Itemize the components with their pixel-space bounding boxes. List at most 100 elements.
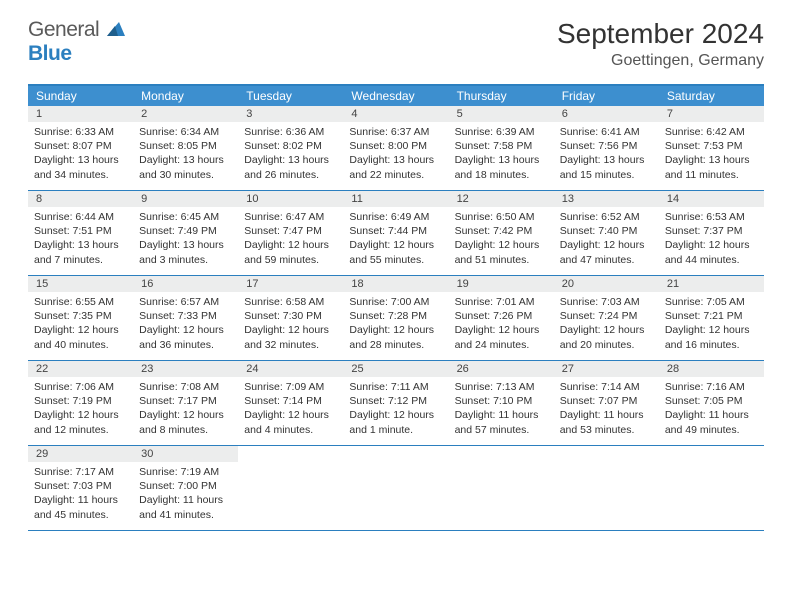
day-number: 8 [28, 191, 133, 207]
day-details: Sunrise: 6:42 AMSunset: 7:53 PMDaylight:… [659, 122, 764, 185]
day-details: Sunrise: 6:49 AMSunset: 7:44 PMDaylight:… [343, 207, 448, 270]
daylight-line: Daylight: 12 hours and 44 minutes. [665, 238, 758, 266]
sunset-line: Sunset: 8:00 PM [349, 139, 442, 153]
sunset-line: Sunset: 7:42 PM [455, 224, 548, 238]
sunrise-line: Sunrise: 7:00 AM [349, 295, 442, 309]
day-number: 3 [238, 106, 343, 122]
sunset-line: Sunset: 8:05 PM [139, 139, 232, 153]
day-number: 1 [28, 106, 133, 122]
calendar-cell: 9Sunrise: 6:45 AMSunset: 7:49 PMDaylight… [133, 191, 238, 275]
day-details: Sunrise: 6:55 AMSunset: 7:35 PMDaylight:… [28, 292, 133, 355]
title-block: September 2024 Goettingen, Germany [557, 18, 764, 70]
sunrise-line: Sunrise: 6:53 AM [665, 210, 758, 224]
calendar-cell: 25Sunrise: 7:11 AMSunset: 7:12 PMDayligh… [343, 361, 448, 445]
sunset-line: Sunset: 7:53 PM [665, 139, 758, 153]
day-details: Sunrise: 7:05 AMSunset: 7:21 PMDaylight:… [659, 292, 764, 355]
daylight-line: Daylight: 12 hours and 59 minutes. [244, 238, 337, 266]
day-details: Sunrise: 7:16 AMSunset: 7:05 PMDaylight:… [659, 377, 764, 440]
calendar-cell: 16Sunrise: 6:57 AMSunset: 7:33 PMDayligh… [133, 276, 238, 360]
day-number: 24 [238, 361, 343, 377]
calendar-cell: 10Sunrise: 6:47 AMSunset: 7:47 PMDayligh… [238, 191, 343, 275]
calendar-cell [449, 446, 554, 530]
sunrise-line: Sunrise: 7:09 AM [244, 380, 337, 394]
calendar-cell: 5Sunrise: 6:39 AMSunset: 7:58 PMDaylight… [449, 106, 554, 190]
calendar-cell [343, 446, 448, 530]
sunset-line: Sunset: 7:37 PM [665, 224, 758, 238]
sunrise-line: Sunrise: 6:41 AM [560, 125, 653, 139]
calendar-week: 8Sunrise: 6:44 AMSunset: 7:51 PMDaylight… [28, 191, 764, 276]
sunrise-line: Sunrise: 6:47 AM [244, 210, 337, 224]
sunset-line: Sunset: 7:58 PM [455, 139, 548, 153]
sunrise-line: Sunrise: 7:11 AM [349, 380, 442, 394]
calendar-cell: 4Sunrise: 6:37 AMSunset: 8:00 PMDaylight… [343, 106, 448, 190]
sunset-line: Sunset: 7:56 PM [560, 139, 653, 153]
daylight-line: Daylight: 13 hours and 18 minutes. [455, 153, 548, 181]
day-details: Sunrise: 6:45 AMSunset: 7:49 PMDaylight:… [133, 207, 238, 270]
calendar-cell: 1Sunrise: 6:33 AMSunset: 8:07 PMDaylight… [28, 106, 133, 190]
sunrise-line: Sunrise: 6:45 AM [139, 210, 232, 224]
daylight-line: Daylight: 13 hours and 3 minutes. [139, 238, 232, 266]
day-details: Sunrise: 6:36 AMSunset: 8:02 PMDaylight:… [238, 122, 343, 185]
daylight-line: Daylight: 11 hours and 41 minutes. [139, 493, 232, 521]
sunrise-line: Sunrise: 7:08 AM [139, 380, 232, 394]
calendar-cell: 6Sunrise: 6:41 AMSunset: 7:56 PMDaylight… [554, 106, 659, 190]
calendar-cell: 29Sunrise: 7:17 AMSunset: 7:03 PMDayligh… [28, 446, 133, 530]
sunrise-line: Sunrise: 6:44 AM [34, 210, 127, 224]
calendar: SundayMondayTuesdayWednesdayThursdayFrid… [28, 84, 764, 531]
day-details: Sunrise: 6:37 AMSunset: 8:00 PMDaylight:… [343, 122, 448, 185]
sunrise-line: Sunrise: 7:19 AM [139, 465, 232, 479]
sunrise-line: Sunrise: 7:17 AM [34, 465, 127, 479]
day-header: Sunday [28, 86, 133, 106]
sunrise-line: Sunrise: 7:01 AM [455, 295, 548, 309]
day-details: Sunrise: 6:57 AMSunset: 7:33 PMDaylight:… [133, 292, 238, 355]
day-header: Saturday [659, 86, 764, 106]
day-number: 9 [133, 191, 238, 207]
day-details: Sunrise: 7:11 AMSunset: 7:12 PMDaylight:… [343, 377, 448, 440]
day-number: 19 [449, 276, 554, 292]
daylight-line: Daylight: 12 hours and 51 minutes. [455, 238, 548, 266]
sunrise-line: Sunrise: 6:34 AM [139, 125, 232, 139]
sunrise-line: Sunrise: 6:58 AM [244, 295, 337, 309]
day-details: Sunrise: 7:03 AMSunset: 7:24 PMDaylight:… [554, 292, 659, 355]
sunset-line: Sunset: 7:33 PM [139, 309, 232, 323]
daylight-line: Daylight: 12 hours and 32 minutes. [244, 323, 337, 351]
day-number: 28 [659, 361, 764, 377]
sunrise-line: Sunrise: 6:50 AM [455, 210, 548, 224]
daylight-line: Daylight: 13 hours and 26 minutes. [244, 153, 337, 181]
day-details: Sunrise: 7:19 AMSunset: 7:00 PMDaylight:… [133, 462, 238, 525]
sunset-line: Sunset: 7:51 PM [34, 224, 127, 238]
calendar-cell: 11Sunrise: 6:49 AMSunset: 7:44 PMDayligh… [343, 191, 448, 275]
calendar-week: 29Sunrise: 7:17 AMSunset: 7:03 PMDayligh… [28, 446, 764, 531]
calendar-cell: 30Sunrise: 7:19 AMSunset: 7:00 PMDayligh… [133, 446, 238, 530]
sunrise-line: Sunrise: 6:36 AM [244, 125, 337, 139]
logo: General Blue [28, 18, 125, 66]
day-header: Thursday [449, 86, 554, 106]
calendar-cell: 23Sunrise: 7:08 AMSunset: 7:17 PMDayligh… [133, 361, 238, 445]
calendar-cell: 24Sunrise: 7:09 AMSunset: 7:14 PMDayligh… [238, 361, 343, 445]
page-header: General Blue September 2024 Goettingen, … [28, 18, 764, 70]
sunset-line: Sunset: 7:07 PM [560, 394, 653, 408]
daylight-line: Daylight: 12 hours and 1 minute. [349, 408, 442, 436]
calendar-cell [238, 446, 343, 530]
sunrise-line: Sunrise: 7:05 AM [665, 295, 758, 309]
day-number: 29 [28, 446, 133, 462]
day-number: 13 [554, 191, 659, 207]
sunset-line: Sunset: 7:28 PM [349, 309, 442, 323]
daylight-line: Daylight: 13 hours and 7 minutes. [34, 238, 127, 266]
daylight-line: Daylight: 12 hours and 20 minutes. [560, 323, 653, 351]
day-details: Sunrise: 7:13 AMSunset: 7:10 PMDaylight:… [449, 377, 554, 440]
daylight-line: Daylight: 12 hours and 28 minutes. [349, 323, 442, 351]
calendar-week: 1Sunrise: 6:33 AMSunset: 8:07 PMDaylight… [28, 106, 764, 191]
sunset-line: Sunset: 7:44 PM [349, 224, 442, 238]
day-header: Friday [554, 86, 659, 106]
day-details: Sunrise: 7:09 AMSunset: 7:14 PMDaylight:… [238, 377, 343, 440]
daylight-line: Daylight: 12 hours and 55 minutes. [349, 238, 442, 266]
day-number: 21 [659, 276, 764, 292]
sunset-line: Sunset: 7:35 PM [34, 309, 127, 323]
day-details: Sunrise: 7:17 AMSunset: 7:03 PMDaylight:… [28, 462, 133, 525]
day-number: 16 [133, 276, 238, 292]
sunset-line: Sunset: 7:30 PM [244, 309, 337, 323]
calendar-cell: 22Sunrise: 7:06 AMSunset: 7:19 PMDayligh… [28, 361, 133, 445]
day-header: Wednesday [343, 86, 448, 106]
sunset-line: Sunset: 7:49 PM [139, 224, 232, 238]
